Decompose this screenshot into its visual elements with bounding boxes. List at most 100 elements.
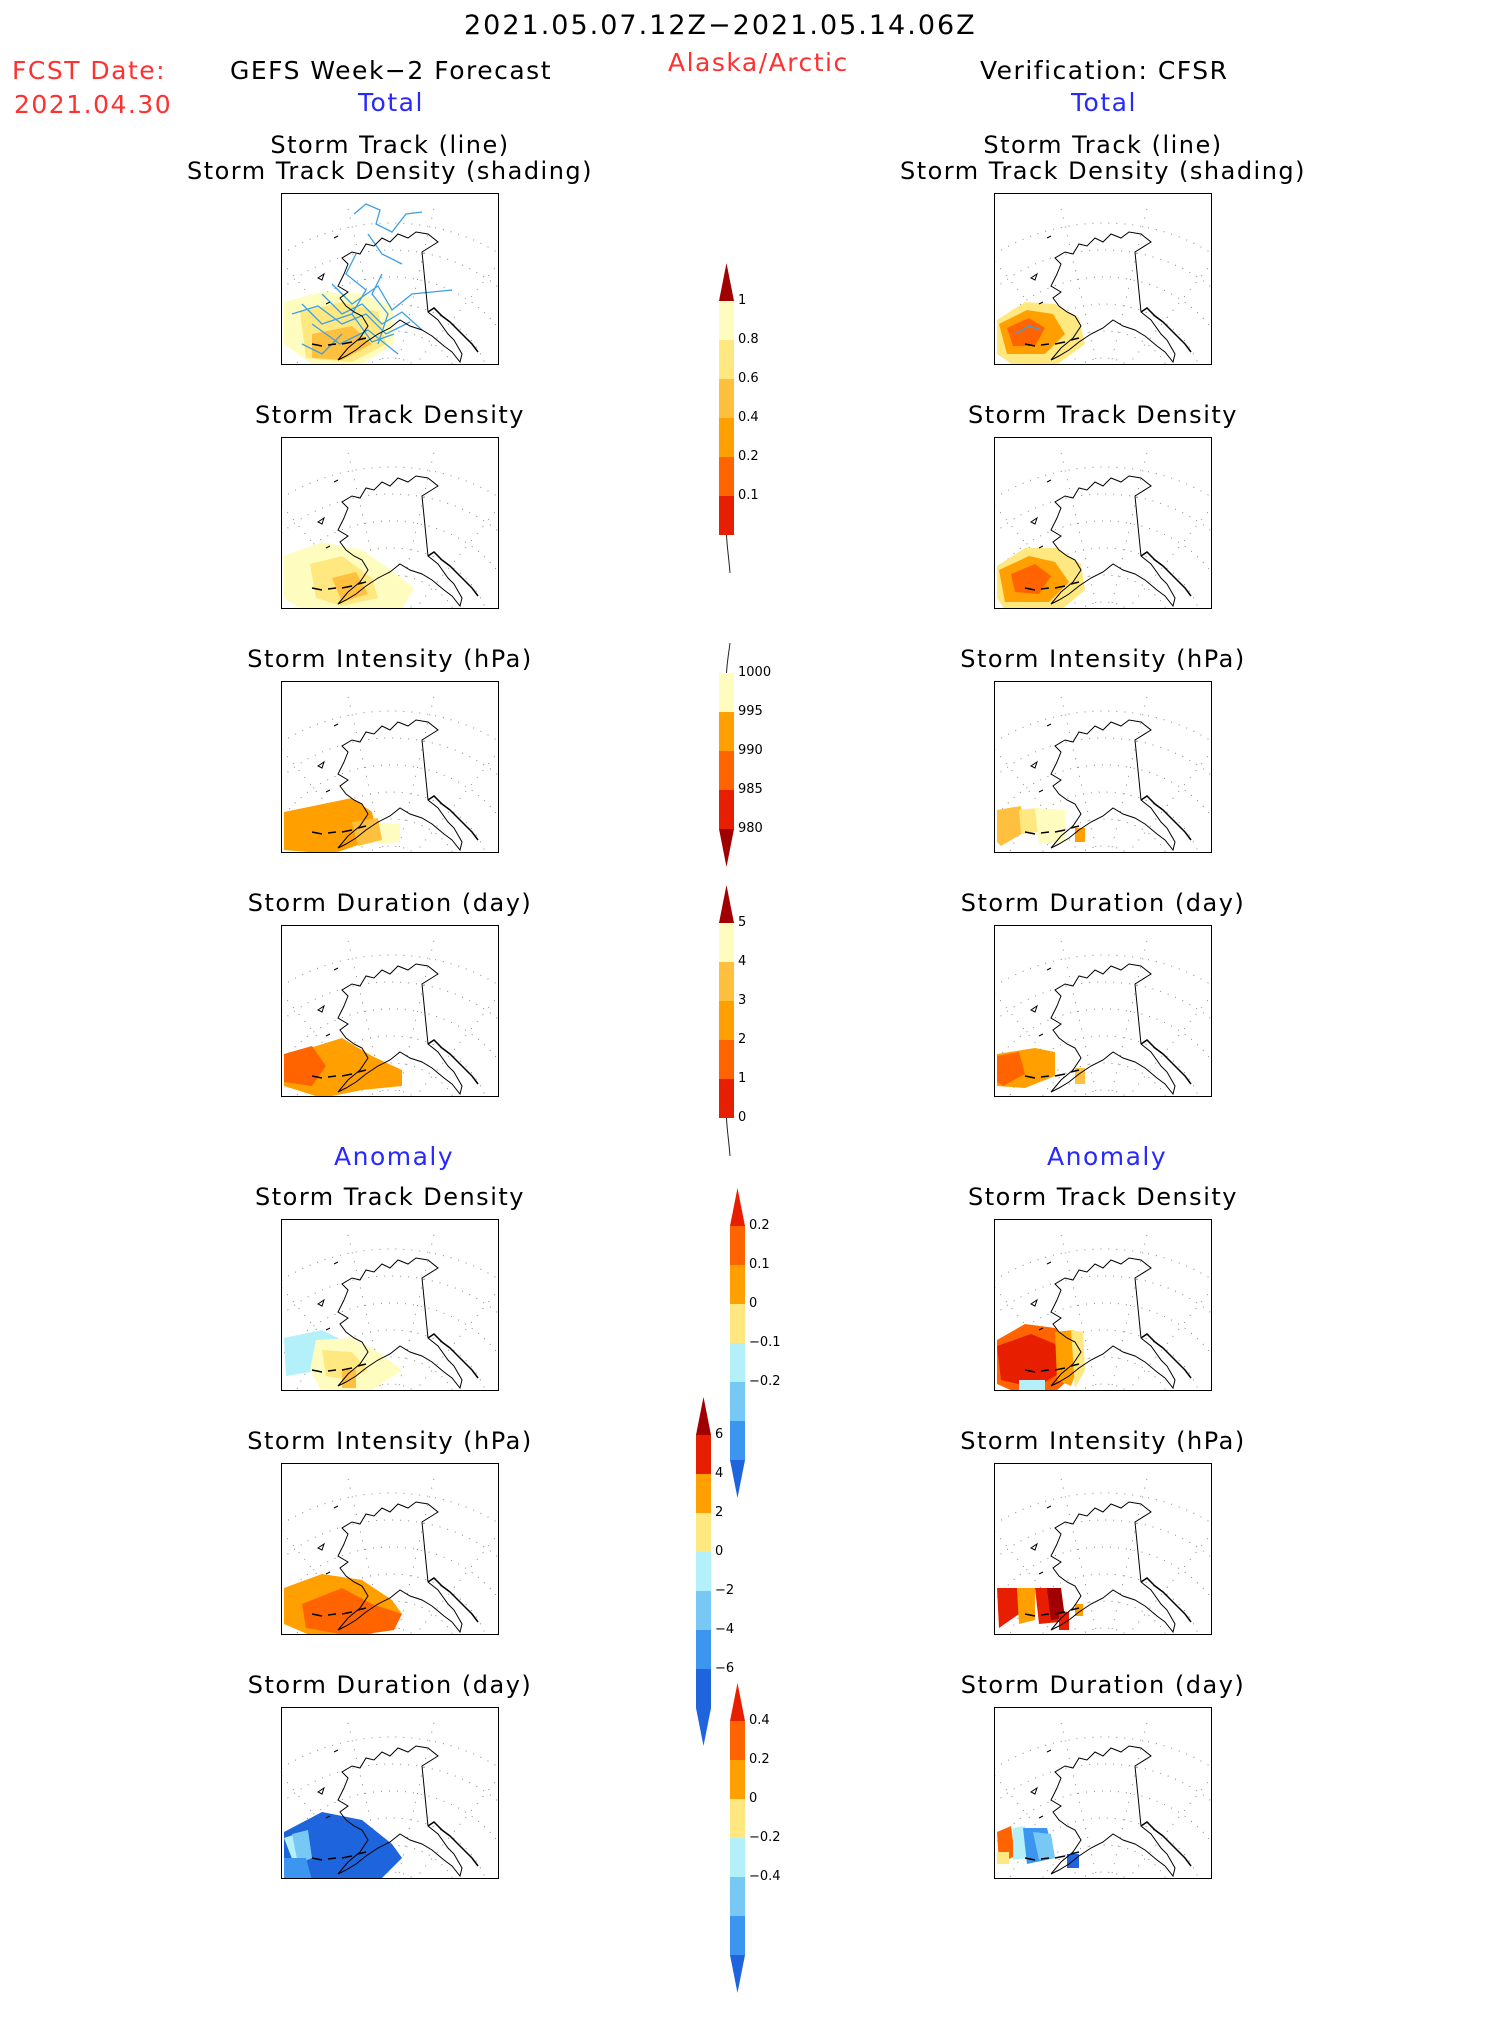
storm-track-line — [321, 293, 423, 331]
bering-islands — [317, 479, 339, 549]
fcst-date: 2021.04.30 — [14, 90, 173, 119]
graticule — [282, 935, 498, 1096]
colorbar-segment — [730, 1799, 745, 1838]
bering-islands — [1030, 1261, 1052, 1331]
panhandle-coastline — [1140, 1577, 1192, 1623]
aleutian-islands — [311, 1851, 367, 1861]
colorbar-tick-label: 0 — [749, 1791, 758, 1806]
aleutian-islands — [1024, 1607, 1080, 1617]
map-right-intensity — [994, 681, 1212, 853]
date-range: 2021.05.07.12Z−2021.05.14.06Z — [464, 10, 977, 41]
left-anomaly-label: Anomaly — [334, 1142, 455, 1171]
alaska-coastline — [337, 475, 463, 608]
colorbar-bottom-arrow — [730, 1460, 745, 1498]
aleutian-islands — [311, 825, 367, 835]
shaded-region — [997, 1588, 1019, 1628]
colorbar-segment — [719, 751, 734, 790]
graticule — [995, 1229, 1211, 1390]
fcst-label: FCST Date: — [12, 56, 167, 85]
graticule — [995, 935, 1211, 1096]
panhandle-coastline — [427, 795, 479, 841]
colorbar-segment — [696, 1552, 711, 1591]
storm-track-line — [353, 203, 423, 233]
right-total-label: Total — [1071, 88, 1137, 117]
storm-track-line — [291, 305, 411, 335]
colorbar-segment — [719, 923, 734, 962]
alaska-coastline — [1050, 963, 1176, 1096]
aleutian-islands — [1024, 1363, 1080, 1373]
aleutian-islands — [1024, 825, 1080, 835]
panhandle-coastline — [1140, 551, 1192, 597]
left-anom-intensity-title: Storm Intensity (hPa) — [247, 1427, 533, 1455]
colorbar-tick-label: −2 — [715, 1583, 735, 1598]
colorbar-tick-label: 0.4 — [738, 410, 759, 425]
colorbar-segment — [719, 1040, 734, 1079]
alaska-coastline — [337, 1257, 463, 1390]
map-canvas — [282, 1229, 498, 1390]
shaded-region — [997, 806, 1025, 846]
shaded-region — [997, 1852, 1009, 1864]
graticule — [995, 1473, 1211, 1634]
left-track-line-title: Storm Track (line) — [270, 131, 510, 159]
map-left-duration — [281, 925, 499, 1097]
right-anom-duration-title: Storm Duration (day) — [960, 1671, 1246, 1699]
map-right-anom-duration — [994, 1707, 1212, 1879]
colorbar-tick-label: 2 — [715, 1505, 724, 1520]
colorbar-segment — [730, 1382, 745, 1421]
colorbar-segment — [730, 1265, 745, 1304]
colorbar-tick-label: 3 — [738, 993, 747, 1008]
alaska-coastline — [1050, 1745, 1176, 1878]
colorbar-segment — [730, 1916, 745, 1955]
alaska-coastline — [1050, 719, 1176, 852]
bering-islands — [1030, 723, 1052, 793]
colorbar-segment — [696, 1669, 711, 1708]
graticule — [282, 691, 498, 852]
colorbar-segment — [696, 1513, 711, 1552]
panhandle-coastline — [1140, 1039, 1192, 1085]
map-right-duration — [994, 925, 1212, 1097]
storm-track-line — [371, 273, 389, 345]
left-anom-density-title: Storm Track Density — [255, 1183, 525, 1211]
colorbar-tick-label: 4 — [715, 1466, 724, 1481]
shaded-region — [284, 1812, 402, 1878]
colorbar-tick-label: −0.2 — [749, 1830, 781, 1845]
panhandle-coastline — [1140, 307, 1192, 353]
aleutian-islands — [311, 1069, 367, 1079]
right-density-title: Storm Track Density — [968, 401, 1238, 429]
colorbar-tail — [726, 534, 731, 574]
colorbar-bottom-arrow — [730, 1955, 745, 1993]
colorbar-top-arrow — [730, 1683, 745, 1721]
map-canvas — [282, 935, 498, 1096]
bering-islands — [1030, 1505, 1052, 1575]
shaded-region — [352, 818, 382, 846]
colorbar-segment — [719, 790, 734, 829]
colorbar-segment — [730, 1226, 745, 1265]
colorbar-tick-label: 0.1 — [738, 488, 759, 503]
colorbar-segment — [719, 418, 734, 457]
colorbar-segment — [719, 673, 734, 712]
colorbar-tail — [726, 642, 731, 674]
left-track-shading-title: Storm Track Density (shading) — [186, 157, 594, 185]
colorbar-tick-label: 0.6 — [738, 371, 759, 386]
map-canvas — [282, 1473, 498, 1634]
colorbar-segment — [730, 1838, 745, 1877]
colorbar-tick-label: 985 — [738, 782, 763, 797]
map-left-density — [281, 437, 499, 609]
colorbar-segment — [719, 962, 734, 1001]
bering-islands — [317, 1505, 339, 1575]
alaska-coastline — [337, 231, 463, 364]
alaska-coastline — [1050, 1257, 1176, 1390]
shaded-region — [1059, 1612, 1069, 1630]
map-canvas — [995, 447, 1211, 608]
shaded-region — [1019, 808, 1039, 834]
colorbar-tick-label: 1 — [738, 1071, 747, 1086]
colorbar-tick-label: 0 — [715, 1544, 724, 1559]
colorbar-segment — [719, 457, 734, 496]
panhandle-coastline — [1140, 795, 1192, 841]
colorbar-tick-label: 1000 — [738, 665, 772, 680]
colorbar-segment — [719, 301, 734, 340]
colorbar-tick-label: 0.2 — [749, 1752, 770, 1767]
shaded-region — [302, 1588, 402, 1634]
panhandle-coastline — [1140, 1333, 1192, 1379]
shaded-region — [1007, 318, 1045, 346]
